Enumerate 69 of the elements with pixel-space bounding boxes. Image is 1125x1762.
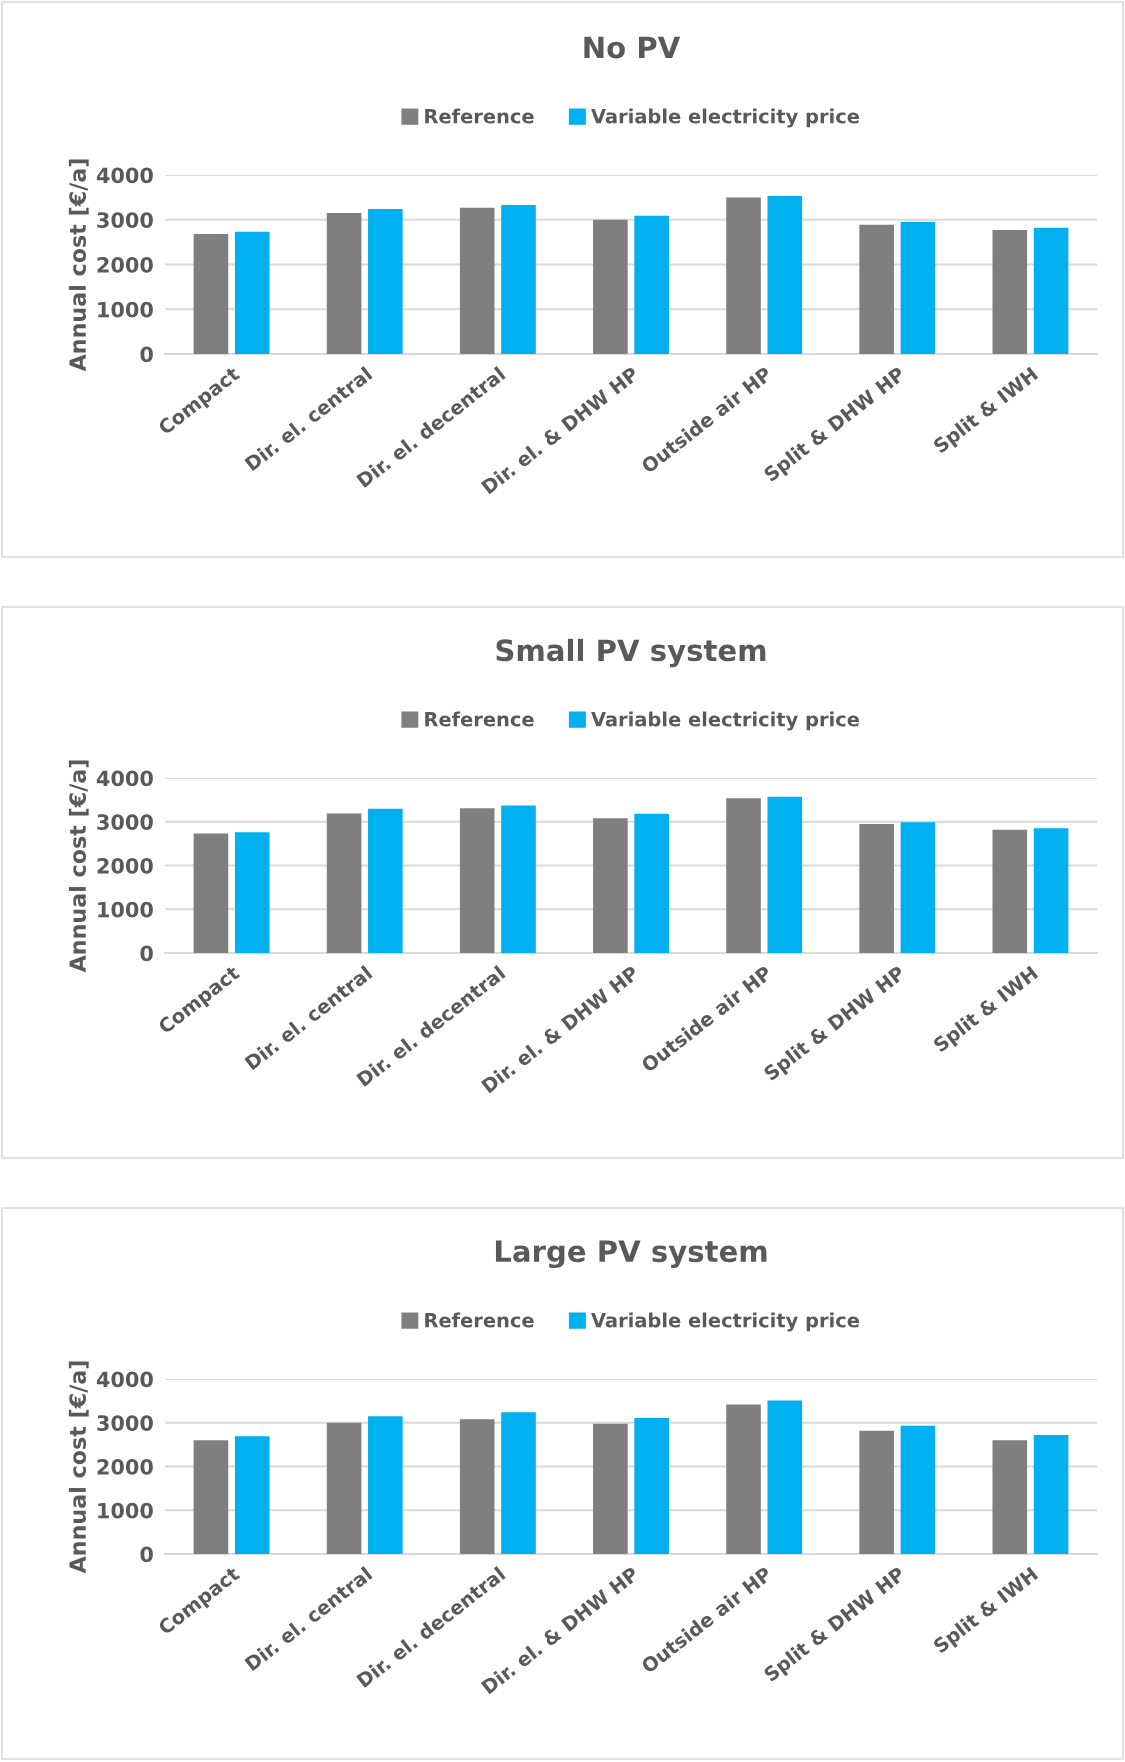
bar	[193, 234, 229, 354]
bar	[193, 1440, 229, 1554]
bar	[459, 808, 495, 953]
y-tick-label: 3000	[97, 1415, 153, 1431]
bar	[900, 221, 936, 354]
bar	[593, 818, 628, 953]
y-tick-label: 3000	[97, 212, 153, 228]
bar	[234, 231, 270, 354]
bar	[501, 805, 536, 953]
y-axis-title: Annual cost [€/a]	[68, 1361, 89, 1574]
bar	[234, 1436, 270, 1554]
bar	[1033, 1435, 1069, 1554]
bar	[593, 1423, 628, 1554]
bar	[992, 829, 1028, 953]
chart-title: No PV	[584, 36, 681, 59]
bar	[634, 813, 669, 953]
bar	[459, 1419, 495, 1554]
bar	[501, 1412, 536, 1554]
legend-label: Variable electricity price	[591, 1312, 859, 1332]
y-tick-label: 4000	[96, 770, 153, 787]
bar	[859, 224, 894, 354]
bar	[1033, 828, 1069, 953]
legend-label: Variable electricity price	[591, 711, 859, 731]
bar	[859, 823, 894, 953]
bar	[326, 1422, 362, 1554]
bar	[900, 1425, 936, 1554]
bar	[193, 833, 229, 953]
bar	[326, 213, 362, 354]
y-tick-label: 2000	[97, 857, 153, 874]
bar	[459, 207, 495, 354]
bar	[767, 1400, 803, 1554]
y-tick-label: 0	[140, 1546, 153, 1563]
chart-title: Large PV system	[495, 1240, 767, 1269]
bar	[726, 197, 761, 354]
legend-label: Reference	[425, 108, 534, 124]
bar	[368, 808, 403, 953]
bar	[992, 1440, 1028, 1554]
bar	[767, 796, 803, 953]
bar	[634, 1417, 669, 1554]
chart-title: Small PV system	[496, 638, 766, 668]
bar	[634, 215, 669, 354]
y-tick-label: 0	[140, 945, 153, 962]
bar	[859, 1430, 894, 1554]
bar	[726, 798, 761, 953]
y-tick-label: 0	[140, 346, 153, 363]
bar	[368, 1416, 403, 1554]
legend-label: Reference	[425, 1312, 534, 1328]
legend-label: Variable electricity price	[591, 108, 859, 128]
bar	[368, 209, 403, 354]
legend-label: Reference	[425, 711, 534, 727]
y-tick-label: 2000	[97, 1458, 153, 1475]
y-axis-title: Annual cost [€/a]	[68, 159, 89, 372]
bar	[326, 813, 362, 953]
y-axis-title: Annual cost [€/a]	[68, 760, 89, 973]
bar	[767, 196, 803, 354]
y-tick-label: 3000	[97, 814, 153, 830]
y-tick-label: 1000	[98, 1502, 153, 1519]
y-tick-label: 2000	[97, 256, 153, 273]
bar	[726, 1404, 761, 1554]
bar	[900, 822, 936, 953]
y-tick-label: 4000	[96, 1371, 153, 1388]
bar	[1033, 227, 1069, 354]
bar	[593, 219, 628, 354]
bar	[501, 204, 536, 354]
bar	[234, 832, 270, 953]
bar	[992, 230, 1028, 354]
y-tick-label: 1000	[98, 301, 153, 318]
y-tick-label: 1000	[98, 901, 153, 918]
y-tick-label: 4000	[96, 167, 153, 184]
